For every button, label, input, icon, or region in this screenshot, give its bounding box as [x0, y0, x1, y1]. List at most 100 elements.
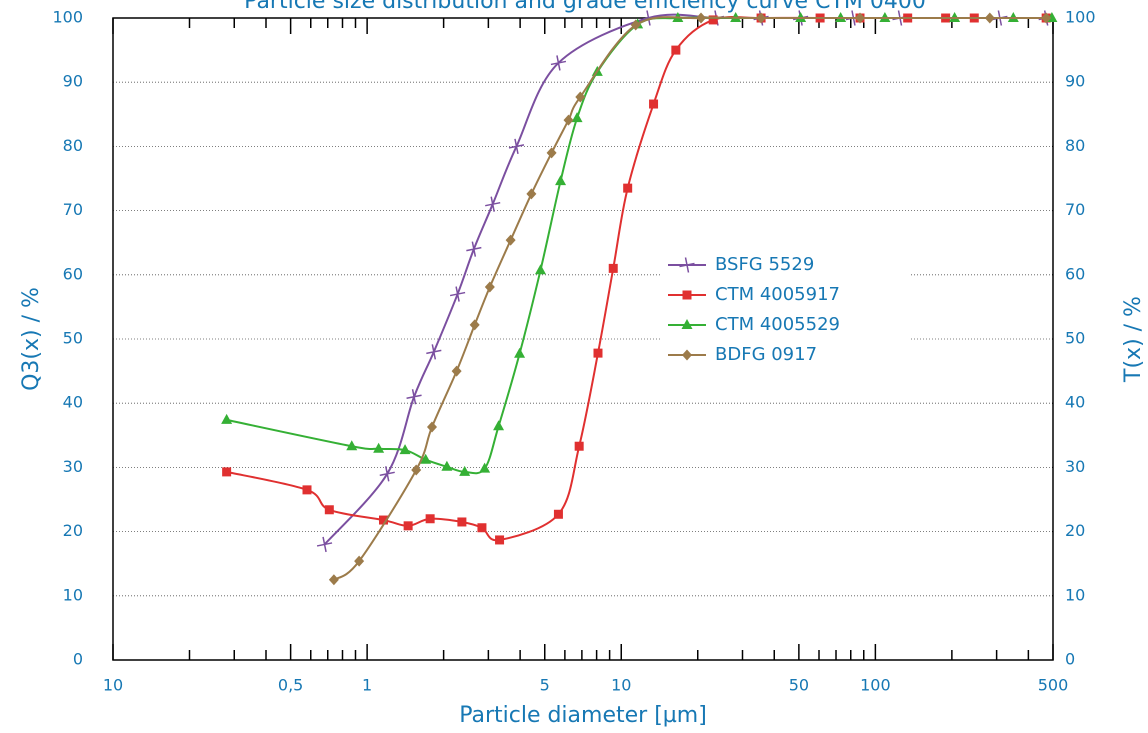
marker — [708, 15, 718, 25]
legend-marker — [682, 349, 692, 361]
marker — [623, 183, 633, 193]
legend-marker — [682, 290, 692, 300]
marker — [493, 420, 505, 431]
y-tick-label: 50 — [63, 329, 83, 348]
marker — [1041, 12, 1052, 24]
y-tick-label: 70 — [63, 200, 83, 219]
legend-text: BDFG 0917 — [715, 344, 817, 365]
marker — [346, 440, 358, 451]
legend-marker — [679, 257, 695, 273]
marker — [593, 348, 603, 358]
marker — [555, 175, 567, 186]
y-tick-label: 100 — [52, 8, 83, 27]
marker — [451, 365, 462, 377]
y2-tick-label: 30 — [1065, 457, 1085, 476]
y2-axis-title: T(x) / % — [1121, 296, 1146, 383]
x-tick-label: 50 — [789, 676, 809, 695]
marker — [324, 505, 334, 515]
y2-tick-label: 20 — [1065, 521, 1085, 540]
marker — [399, 444, 411, 455]
marker — [449, 286, 466, 302]
marker — [379, 466, 395, 482]
marker — [553, 509, 563, 519]
y2-tick-label: 0 — [1065, 650, 1075, 669]
marker — [379, 515, 389, 525]
marker — [855, 12, 866, 24]
y2-tick-label: 10 — [1065, 585, 1085, 604]
marker — [425, 514, 435, 524]
marker — [571, 112, 583, 123]
marker — [484, 281, 495, 293]
marker — [485, 196, 501, 212]
marker — [302, 485, 312, 495]
marker — [411, 464, 422, 476]
legend-box — [660, 245, 910, 379]
legend-text: BSFG 5529 — [715, 254, 814, 275]
x-tick-label: 10 — [103, 676, 123, 695]
marker — [649, 99, 659, 109]
y-tick-label: 10 — [63, 585, 83, 604]
y-tick-label: 30 — [63, 457, 83, 476]
marker — [563, 114, 574, 126]
marker — [457, 517, 467, 527]
x-tick-label: 10 — [611, 676, 631, 695]
y2-tick-label: 70 — [1065, 200, 1085, 219]
marker — [426, 344, 442, 360]
marker — [354, 555, 365, 567]
y-tick-label: 60 — [63, 264, 83, 283]
x-tick-label: 500 — [1038, 676, 1069, 695]
y-axis-title: Q3(x) / % — [19, 287, 44, 391]
legend-text: CTM 4005529 — [715, 314, 840, 335]
y2-tick-label: 50 — [1065, 329, 1085, 348]
x-tick-label: 1 — [362, 676, 372, 695]
y2-tick-label: 40 — [1065, 393, 1085, 412]
y2-tick-label: 100 — [1065, 8, 1096, 27]
y-tick-label: 40 — [63, 393, 83, 412]
marker — [508, 138, 525, 155]
marker — [316, 536, 333, 553]
y-tick-label: 0 — [73, 650, 83, 669]
series-line — [226, 16, 1052, 475]
y2-tick-label: 60 — [1065, 264, 1085, 283]
y2-tick-label: 90 — [1065, 72, 1085, 91]
plot-frame — [112, 17, 1054, 661]
marker — [984, 12, 995, 24]
legend-marker — [681, 319, 693, 329]
marker — [526, 188, 537, 200]
x-tick-label: 100 — [860, 676, 891, 695]
marker — [575, 91, 586, 103]
y-tick-label: 90 — [63, 72, 83, 91]
y2-tick-label: 80 — [1065, 136, 1085, 155]
marker — [222, 467, 232, 477]
marker — [420, 453, 432, 464]
y-tick-label: 80 — [63, 136, 83, 155]
marker — [505, 234, 516, 246]
marker — [514, 347, 526, 358]
marker — [608, 263, 618, 273]
marker — [466, 241, 482, 257]
x-tick-label: 0,5 — [278, 676, 303, 695]
series-line — [333, 16, 1047, 581]
marker — [756, 12, 767, 24]
series-line — [226, 16, 1047, 542]
marker — [550, 55, 567, 71]
x-tick-label: 5 — [540, 676, 550, 695]
marker — [534, 264, 546, 275]
marker — [373, 442, 385, 453]
marker — [426, 421, 437, 433]
legend-text: CTM 4005917 — [715, 284, 840, 305]
marker — [696, 12, 707, 24]
marker — [495, 535, 505, 545]
marker — [671, 45, 681, 55]
y-tick-label: 20 — [63, 521, 83, 540]
marker — [640, 10, 657, 26]
marker — [479, 462, 491, 473]
marker — [441, 460, 453, 471]
marker — [403, 521, 413, 531]
marker — [546, 147, 557, 159]
marker — [459, 465, 471, 476]
marker — [406, 389, 422, 405]
chart-title: Particle size distribution and grade eff… — [244, 0, 926, 14]
marker — [469, 319, 480, 331]
